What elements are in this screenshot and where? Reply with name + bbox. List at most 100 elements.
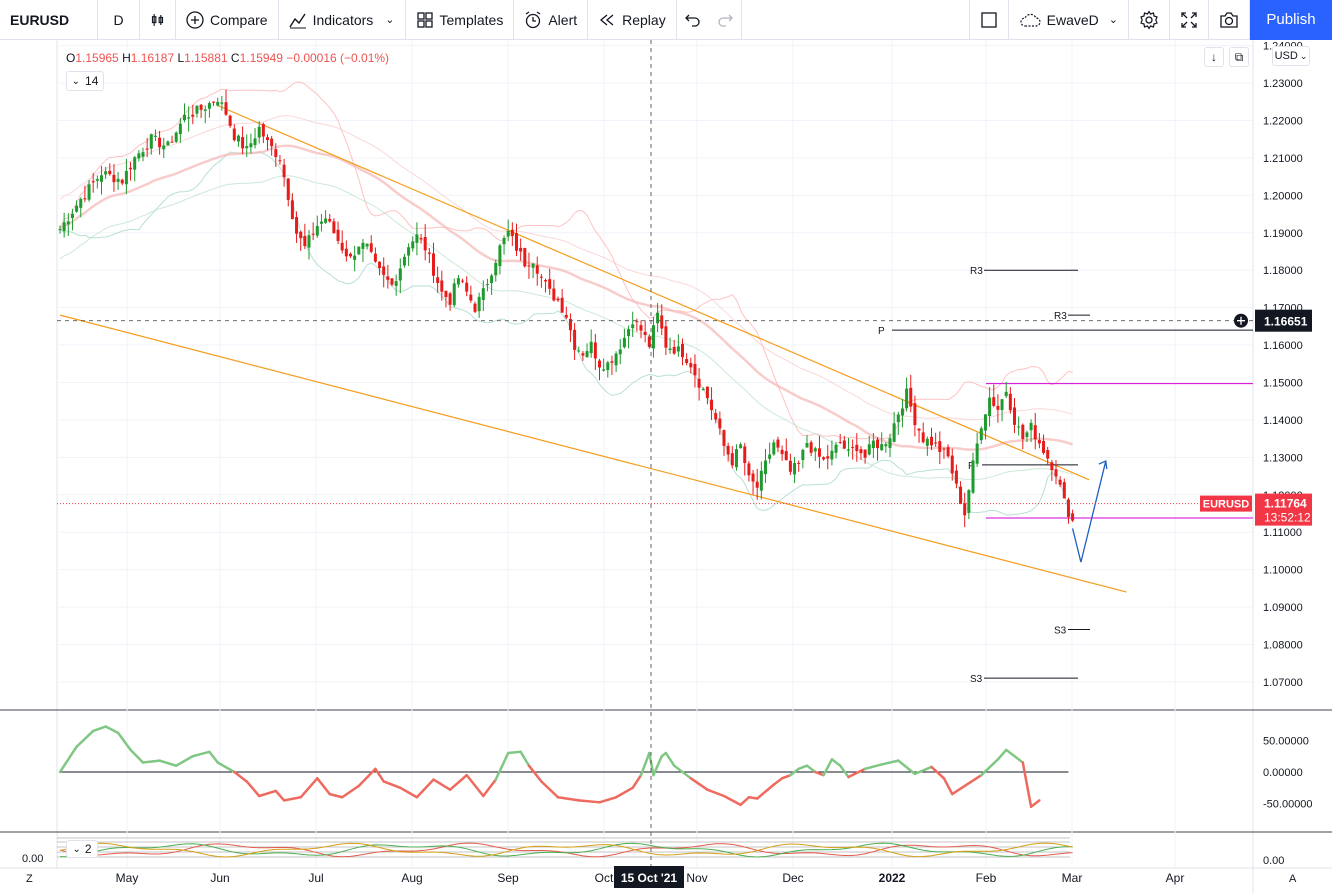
settings-button[interactable] xyxy=(1129,0,1170,40)
lower-envelope xyxy=(59,175,1073,481)
candle-body xyxy=(228,115,232,126)
chevron-down-icon: ⌄ xyxy=(1108,14,1118,26)
indicator-legend-toggle[interactable]: ⌄ 14 xyxy=(66,71,104,91)
interval-button[interactable]: D xyxy=(98,0,140,40)
candle-body xyxy=(909,387,913,407)
osc-segment xyxy=(104,725,120,735)
sub-pane-legend-toggle[interactable]: ⌄ 2 xyxy=(66,840,98,858)
time-tick-label: Nov xyxy=(686,871,707,885)
price-tick-label: 1.16000 xyxy=(1263,340,1303,352)
osc-segment xyxy=(838,764,850,779)
candle-body xyxy=(116,178,120,182)
chevron-down-icon: ⌄ xyxy=(1299,50,1308,61)
scroll-down-button[interactable]: ↓ xyxy=(1204,47,1224,67)
candle-body xyxy=(58,229,62,231)
candle-body xyxy=(780,449,784,455)
projection-path xyxy=(1071,460,1107,563)
candle-body xyxy=(62,222,66,232)
restore-icon: ⧉ xyxy=(1234,49,1244,64)
candle-body xyxy=(971,460,975,493)
candle-body xyxy=(556,298,560,301)
chart-style-button[interactable] xyxy=(140,0,176,40)
candle-body xyxy=(938,441,942,453)
crosshair-date-label: 15 Oct '21 xyxy=(621,871,678,885)
restore-pane-button[interactable]: ⧉ xyxy=(1229,47,1249,67)
fullscreen-button[interactable] xyxy=(1170,0,1209,40)
replay-button[interactable]: Replay xyxy=(588,0,677,40)
indicators-label: Indicators xyxy=(312,11,374,28)
candle-body xyxy=(357,246,361,255)
undo-icon xyxy=(684,14,700,27)
candle-body xyxy=(141,152,145,157)
pivot-label: R3 xyxy=(970,266,983,277)
currency-select[interactable]: USD ⌄ xyxy=(1272,46,1310,66)
candle-body xyxy=(797,462,801,464)
time-tick-label: Aug xyxy=(401,871,422,885)
indicators-button[interactable]: Indicators ⌄ xyxy=(279,0,406,40)
candle-body xyxy=(755,481,759,488)
candle-body xyxy=(714,413,718,420)
candle-body xyxy=(83,198,87,200)
candle-body xyxy=(166,141,170,146)
osc-segment xyxy=(1021,761,1033,808)
publish-button[interactable]: Publish xyxy=(1250,0,1332,40)
symbol-search-button[interactable]: EURUSD xyxy=(0,0,98,40)
candle-body xyxy=(1066,499,1070,517)
osc-segment xyxy=(755,783,776,800)
osc-tick-label: -50.00000 xyxy=(1263,799,1313,811)
open-key: O xyxy=(66,51,76,65)
osc-segment xyxy=(980,758,1000,777)
chevron-down-icon: ⌄ xyxy=(72,843,81,855)
candle-body xyxy=(805,443,809,448)
candle-body xyxy=(946,447,950,457)
candle-body xyxy=(589,341,593,354)
osc-segment xyxy=(506,750,522,755)
time-tick-label: May xyxy=(116,871,139,885)
candle-body xyxy=(834,444,838,453)
candle-body xyxy=(614,353,618,366)
price-tick-label: 1.10000 xyxy=(1263,565,1303,577)
osc-segment xyxy=(863,763,883,771)
candle-body xyxy=(1062,482,1066,499)
candle-body xyxy=(900,408,904,416)
candle-body xyxy=(1021,424,1025,440)
osc-segment xyxy=(963,773,983,788)
candle-body xyxy=(560,297,564,313)
candle-body xyxy=(826,456,830,459)
alert-button[interactable]: Alert xyxy=(514,0,589,40)
projection-arrow xyxy=(1071,460,1108,563)
candle-body xyxy=(664,326,668,348)
candle-body xyxy=(249,143,253,148)
candle-body xyxy=(855,444,859,452)
osc-segment xyxy=(432,778,452,791)
candle-body xyxy=(842,440,846,449)
candle-body xyxy=(199,104,203,110)
candle-body xyxy=(236,135,240,142)
redo-button[interactable] xyxy=(709,0,742,40)
candle-body xyxy=(963,503,967,516)
osc-segment xyxy=(739,796,751,807)
osc-segment xyxy=(208,750,219,764)
undo-button[interactable] xyxy=(677,0,709,40)
candle-body xyxy=(328,218,332,222)
candle-body xyxy=(241,137,245,149)
candle-body xyxy=(465,282,469,292)
fullscreen-toggle-button[interactable] xyxy=(968,0,1009,40)
candle-body xyxy=(722,430,726,446)
layout-select-button[interactable]: EwaveD ⌄ xyxy=(1009,0,1129,40)
compare-button[interactable]: Compare xyxy=(176,0,279,40)
templates-button[interactable]: Templates xyxy=(406,0,515,40)
chevron-down-icon: ⌄ xyxy=(385,14,395,26)
expand-icon xyxy=(1181,11,1197,28)
osc-segment xyxy=(216,761,236,774)
time-tick-label: Feb xyxy=(976,871,997,885)
candle-body xyxy=(693,363,697,376)
snapshot-button[interactable] xyxy=(1209,0,1250,40)
candle-body xyxy=(552,288,556,301)
osc-segment xyxy=(747,796,759,800)
candle-body xyxy=(494,262,498,276)
gear-icon xyxy=(1140,9,1158,30)
osc-segment xyxy=(951,784,966,796)
